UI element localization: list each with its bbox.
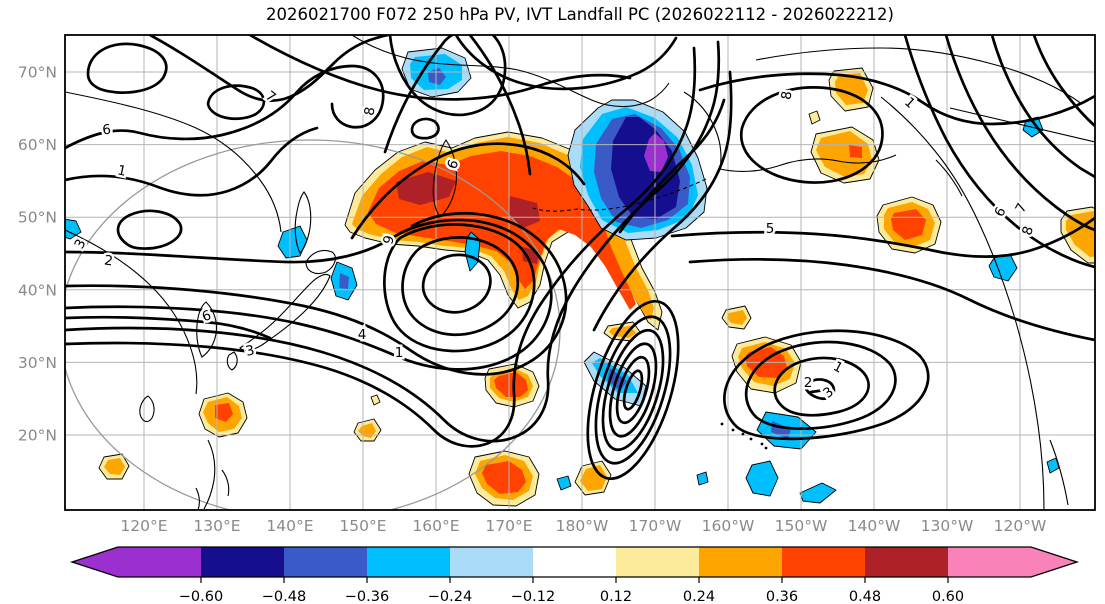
svg-text:0.36: 0.36 bbox=[766, 589, 798, 604]
svg-text:170°W: 170°W bbox=[629, 517, 682, 535]
svg-text:160°W: 160°W bbox=[702, 517, 755, 535]
svg-text:−0.12: −0.12 bbox=[511, 589, 555, 604]
grid-lines bbox=[65, 35, 1095, 510]
svg-text:60°N: 60°N bbox=[18, 136, 57, 154]
pv-contours bbox=[65, 35, 1095, 481]
svg-text:120°W: 120°W bbox=[994, 517, 1047, 535]
svg-text:−0.24: −0.24 bbox=[428, 589, 472, 604]
svg-text:150°W: 150°W bbox=[775, 517, 828, 535]
svg-text:140°W: 140°W bbox=[848, 517, 901, 535]
colorbar: −0.60 −0.48 −0.36 −0.24 −0.12 0.12 0.24 0.36 0.4… bbox=[69, 546, 1080, 604]
x-axis-labels: 120°E 130°E 140°E 150°E 160°E 170°E 180°W 170°W… bbox=[120, 517, 1046, 535]
svg-text:130°W: 130°W bbox=[921, 517, 974, 535]
svg-text:2: 2 bbox=[103, 253, 114, 270]
svg-text:0.60: 0.60 bbox=[932, 589, 964, 604]
svg-text:50°N: 50°N bbox=[18, 209, 57, 227]
svg-text:70°N: 70°N bbox=[18, 64, 57, 82]
svg-text:30°N: 30°N bbox=[18, 354, 57, 372]
svg-text:−0.36: −0.36 bbox=[345, 589, 389, 604]
svg-text:5: 5 bbox=[766, 221, 775, 237]
svg-text:−0.48: −0.48 bbox=[262, 589, 306, 604]
svg-text:3: 3 bbox=[244, 342, 256, 359]
svg-text:4: 4 bbox=[358, 327, 367, 343]
svg-text:20°N: 20°N bbox=[18, 427, 57, 445]
svg-text:160°E: 160°E bbox=[412, 517, 459, 535]
svg-text:6: 6 bbox=[102, 122, 112, 139]
colorbar-under-arrow bbox=[72, 547, 118, 577]
svg-text:150°E: 150°E bbox=[339, 517, 386, 535]
coastlines bbox=[65, 35, 1095, 510]
svg-text:0.12: 0.12 bbox=[600, 589, 632, 604]
svg-text:130°E: 130°E bbox=[193, 517, 240, 535]
svg-text:120°E: 120°E bbox=[120, 517, 167, 535]
svg-text:1: 1 bbox=[901, 94, 918, 112]
svg-text:170°E: 170°E bbox=[485, 517, 532, 535]
svg-text:7: 7 bbox=[1012, 201, 1030, 216]
svg-text:0.48: 0.48 bbox=[849, 589, 881, 604]
svg-text:8: 8 bbox=[361, 106, 378, 117]
colorbar-over-arrow bbox=[1031, 547, 1077, 577]
svg-text:0.24: 0.24 bbox=[683, 589, 715, 604]
chart-title: 2026021700 F072 250 hPa PV, IVT Landfall… bbox=[266, 5, 894, 24]
svg-text:180°W: 180°W bbox=[556, 517, 609, 535]
map-frame bbox=[64, 34, 1096, 511]
y-axis-labels: 70°N 60°N 50°N 40°N 30°N 20°N bbox=[18, 64, 57, 445]
svg-text:1: 1 bbox=[830, 358, 845, 376]
svg-text:−0.60: −0.60 bbox=[179, 589, 223, 604]
svg-text:140°E: 140°E bbox=[266, 517, 313, 535]
svg-text:3: 3 bbox=[71, 237, 89, 252]
svg-text:2: 2 bbox=[804, 375, 813, 391]
svg-text:40°N: 40°N bbox=[18, 281, 57, 299]
svg-text:8: 8 bbox=[779, 90, 796, 101]
svg-text:8: 8 bbox=[1019, 224, 1037, 237]
svg-text:1: 1 bbox=[395, 345, 404, 361]
